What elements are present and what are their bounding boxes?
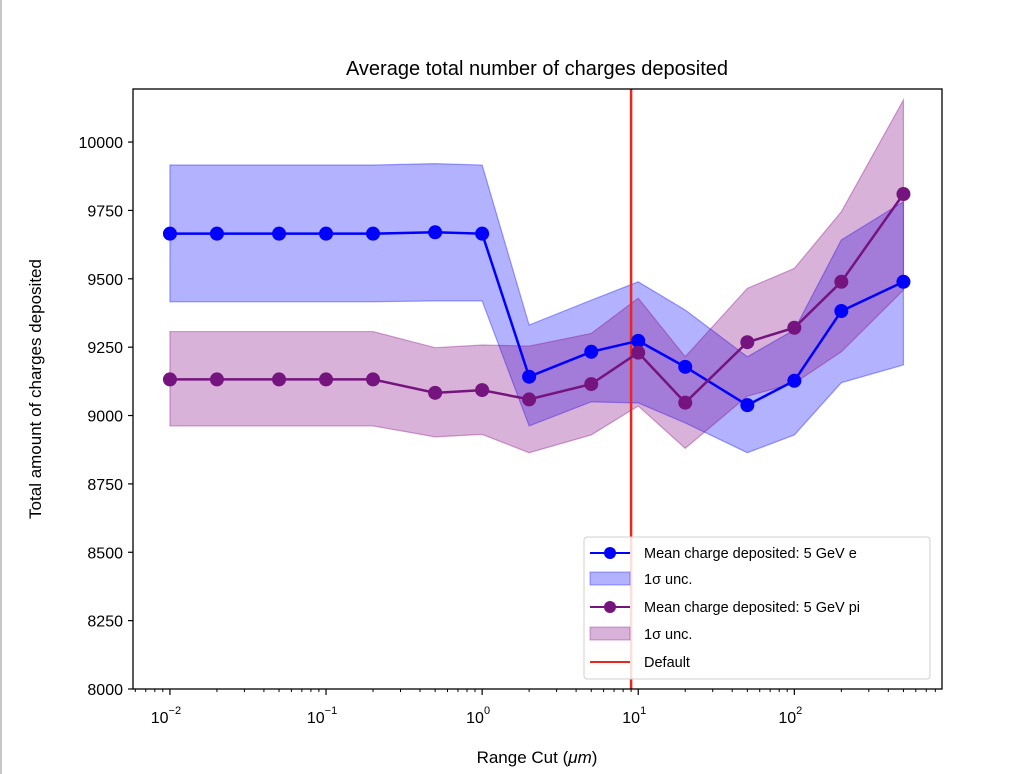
point-series-0: [319, 226, 334, 241]
uncertainty-bands: [169, 97, 905, 454]
point-series-0: [740, 398, 755, 413]
y-tick-label: 9750: [87, 203, 123, 220]
y-axis: 8000 8250 8500 8750 9000 9250 9500 9750 10000: [79, 135, 133, 699]
point-series-1: [319, 372, 334, 387]
point-series-1: [209, 372, 224, 387]
point-series-1: [475, 383, 490, 398]
y-tick-label: 8000: [87, 682, 123, 699]
x-tick-label: 10−1: [307, 705, 337, 727]
x-tick-base: 10: [466, 710, 484, 727]
point-series-0: [631, 333, 646, 348]
point-series-0: [209, 226, 224, 241]
x-tick-exponent: −2: [169, 705, 182, 717]
y-tick-label: 8500: [87, 545, 123, 562]
series-lines: [162, 187, 911, 413]
legend-entry-pion-band: 1σ unc.: [589, 626, 692, 643]
y-tick-label: 9000: [87, 409, 123, 426]
legend-entry-electron: Mean charge deposited: 5 GeV e: [590, 546, 857, 562]
x-tick-exponent: 1: [640, 705, 646, 717]
point-series-1: [522, 392, 537, 407]
x-axis-label-text: Range Cut (: [477, 748, 569, 767]
legend-box: [583, 536, 931, 680]
point-series-0: [162, 226, 177, 241]
x-axis-label-unit: μm: [567, 748, 591, 767]
x-tick-base: 10: [151, 710, 169, 727]
legend-entry-electron-band: 1σ unc.: [589, 571, 692, 588]
point-series-1: [366, 372, 381, 387]
legend-swatch-electron-band: [589, 571, 631, 586]
point-series-1: [584, 377, 599, 392]
x-tick-exponent: 2: [796, 705, 802, 717]
x-tick-label: 100: [466, 705, 490, 727]
legend-entry-pion: Mean charge deposited: 5 GeV pi: [590, 600, 860, 616]
point-series-0: [896, 274, 911, 289]
legend-swatch-pion-band: [589, 626, 631, 641]
band-series-1: [169, 97, 905, 454]
legend-label-electron-band: 1σ unc.: [644, 572, 692, 588]
x-tick-base: 10: [778, 710, 796, 727]
point-series-0: [522, 369, 537, 384]
point-series-0: [584, 344, 599, 359]
y-tick-label: 8250: [87, 614, 123, 631]
legend: Mean charge deposited: 5 GeV e 1σ unc. M…: [583, 536, 931, 680]
point-series-1: [740, 335, 755, 350]
x-tick-base: 10: [622, 710, 640, 727]
point-series-0: [272, 226, 287, 241]
plot-frame: [132, 88, 943, 690]
legend-label-default: Default: [644, 655, 690, 671]
point-series-0: [366, 226, 381, 241]
legend-marker-electron: [604, 547, 616, 559]
point-series-1: [162, 372, 177, 387]
legend-label-pion: Mean charge deposited: 5 GeV pi: [644, 600, 860, 616]
point-series-1: [272, 372, 287, 387]
legend-entry-default: Default: [590, 655, 690, 671]
legend-marker-pion: [604, 601, 616, 613]
y-axis-label: Total amount of charges deposited: [26, 259, 45, 519]
point-series-1: [428, 385, 443, 400]
point-series-0: [475, 226, 490, 241]
legend-label-electron: Mean charge deposited: 5 GeV e: [644, 546, 857, 562]
x-tick-base: 10: [307, 710, 325, 727]
x-axis: 10−2 10−1 100 101 102: [134, 689, 936, 727]
x-axis-label: Range Cut (μm): [477, 748, 598, 767]
point-series-1: [834, 274, 849, 289]
legend-label-pion-band: 1σ unc.: [644, 627, 692, 643]
x-tick-label: 10−2: [151, 705, 181, 727]
point-series-1: [787, 320, 802, 335]
point-series-0: [834, 304, 849, 319]
x-tick-label: 101: [622, 705, 646, 727]
y-tick-label: 8750: [87, 477, 123, 494]
y-tick-label: 9250: [87, 340, 123, 357]
point-series-1: [896, 187, 911, 202]
point-series-0: [787, 373, 802, 388]
y-tick-label: 10000: [79, 135, 124, 152]
band-series-0: [169, 163, 905, 454]
point-series-0: [428, 225, 443, 240]
point-series-0: [678, 359, 693, 374]
x-tick-label: 102: [778, 705, 802, 727]
point-series-1: [631, 345, 646, 360]
y-tick-label: 9500: [87, 272, 123, 289]
chart-title: Average total number of charges deposite…: [346, 58, 728, 80]
x-tick-exponent: 0: [484, 705, 490, 717]
x-tick-exponent: −1: [325, 705, 338, 717]
point-series-1: [678, 395, 693, 410]
